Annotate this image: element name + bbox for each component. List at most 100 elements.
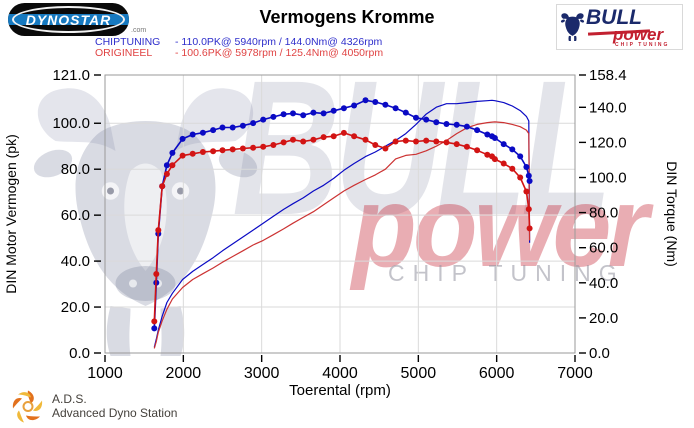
- data-point-marker: [151, 325, 158, 332]
- data-point-marker: [210, 127, 217, 134]
- dynostar-logo-suffix: .com: [131, 27, 147, 34]
- data-point-marker: [163, 162, 170, 169]
- watermark-chiptuning-text: CHIP TUNING: [388, 260, 625, 286]
- x-axis-tick-label: 5000: [401, 365, 437, 382]
- data-point-marker: [351, 102, 358, 109]
- x-axis-tick-label: 1000: [87, 365, 123, 382]
- data-point-marker: [372, 99, 379, 105]
- x-axis-tick-label: 7000: [557, 365, 593, 382]
- data-point-marker: [250, 144, 257, 151]
- data-point-marker: [189, 150, 196, 157]
- stat-label-origineel: ORIGINEEL: [95, 47, 153, 59]
- data-point-marker: [260, 143, 267, 150]
- data-point-marker: [179, 135, 186, 142]
- stat-values-origineel: - 100.6PK@ 5978rpm / 125.4Nm@ 4050rpm: [175, 47, 384, 59]
- data-point-marker: [330, 133, 337, 140]
- data-point-marker: [199, 129, 206, 136]
- data-point-marker: [463, 123, 470, 130]
- right-axis-tick-label: 0.0: [589, 345, 610, 362]
- dynostar-logo-text: DYNOSTAR: [25, 12, 112, 28]
- bullpower-bull-text: BULL: [586, 6, 642, 29]
- right-axis-tick-label: 80.0: [589, 205, 618, 222]
- right-axis-tick-label: 158.4: [589, 67, 627, 84]
- data-point-marker: [340, 105, 347, 112]
- data-point-marker: [500, 160, 507, 167]
- data-point-marker: [219, 147, 226, 154]
- x-axis-title: Toerental (rpm): [289, 382, 391, 399]
- stat-row-chiptuning: CHIPTUNING - 110.0PK@ 5940rpm / 144.0Nm@ …: [95, 37, 383, 48]
- data-point-marker: [453, 141, 460, 148]
- data-point-marker: [474, 127, 481, 134]
- plot-border: [104, 74, 576, 354]
- data-point-marker: [229, 146, 236, 153]
- data-point-marker: [320, 134, 327, 141]
- data-point-marker: [362, 136, 369, 143]
- data-point-marker: [517, 174, 524, 181]
- data-point-marker: [443, 139, 450, 146]
- stat-row-origineel: ORIGINEEL - 100.6PK@ 5978rpm / 125.4Nm@ 4…: [95, 48, 383, 59]
- data-point-marker: [413, 114, 419, 121]
- data-point-marker: [219, 124, 226, 131]
- data-point-marker: [340, 129, 347, 136]
- y-left-axis-title: DIN Motor Vermogen (pk): [3, 134, 19, 294]
- x-axis-tick-label: 2000: [166, 365, 202, 382]
- data-point-marker: [525, 206, 532, 213]
- data-point-marker: [443, 121, 450, 127]
- data-point-marker: [260, 116, 267, 123]
- data-point-marker: [509, 146, 516, 153]
- data-point-marker: [250, 120, 257, 127]
- ads-logo-icon: [12, 390, 43, 423]
- data-point-marker: [270, 142, 277, 148]
- data-point-marker: [351, 133, 358, 140]
- data-point-marker: [484, 151, 491, 158]
- data-point-marker: [491, 156, 498, 163]
- bullpower-bull-icon: [560, 13, 585, 41]
- left-axis-tick-label: 40.0: [61, 253, 90, 270]
- left-axis-tick-label: 20.0: [61, 299, 90, 316]
- ads-name-text: Advanced Dyno Station: [52, 406, 178, 420]
- data-point-marker: [474, 147, 481, 154]
- data-point-marker: [433, 138, 440, 145]
- data-point-marker: [300, 138, 307, 145]
- data-point-marker: [189, 131, 196, 138]
- right-axis-tick-label: 100.0: [589, 169, 627, 186]
- curve-origineel-koppel-nm-: [153, 132, 531, 322]
- data-point-marker: [362, 97, 369, 104]
- data-point-marker: [163, 171, 170, 177]
- ads-abbr-text: A.D.S.: [52, 392, 87, 406]
- left-axis-tick-label: 80.0: [61, 161, 90, 178]
- left-axis-tick-label: 0.0: [69, 345, 90, 362]
- data-point-marker: [423, 137, 430, 144]
- bullpower-logo: BULL power CHIP TUNING: [556, 4, 683, 50]
- data-point-marker: [239, 122, 246, 129]
- data-point-marker: [517, 153, 524, 160]
- right-axis-tick-label: 60.0: [589, 240, 618, 257]
- data-point-marker: [159, 183, 166, 190]
- data-point-marker: [280, 111, 287, 118]
- data-point-marker: [210, 148, 217, 155]
- data-point-marker: [155, 227, 162, 234]
- data-point-marker: [382, 145, 389, 152]
- stat-values-chiptuning: - 110.0PK@ 5940rpm / 144.0Nm@ 4326rpm: [175, 36, 383, 48]
- left-axis-tick-label: 100.0: [52, 115, 90, 132]
- watermark-bull-text: BULL: [232, 40, 613, 255]
- data-point-marker: [453, 121, 460, 128]
- data-point-marker: [523, 188, 530, 195]
- data-point-marker: [526, 225, 533, 232]
- data-point-marker: [169, 149, 176, 156]
- right-axis-tick-label: 120.0: [589, 134, 627, 151]
- x-axis-tick-label: 3000: [244, 365, 280, 382]
- y-right-axis-title: DIN Torque (Nm): [664, 161, 680, 267]
- data-point-marker: [392, 138, 399, 145]
- data-point-marker: [330, 107, 337, 114]
- right-axis-tick-label: 40.0: [589, 275, 618, 292]
- data-point-marker: [509, 165, 516, 172]
- data-point-marker: [526, 178, 533, 184]
- stat-label-chiptuning: CHIPTUNING: [95, 36, 161, 48]
- data-point-marker: [500, 141, 507, 148]
- data-point-marker: [525, 172, 532, 179]
- bullpower-power-text: power: [613, 25, 664, 44]
